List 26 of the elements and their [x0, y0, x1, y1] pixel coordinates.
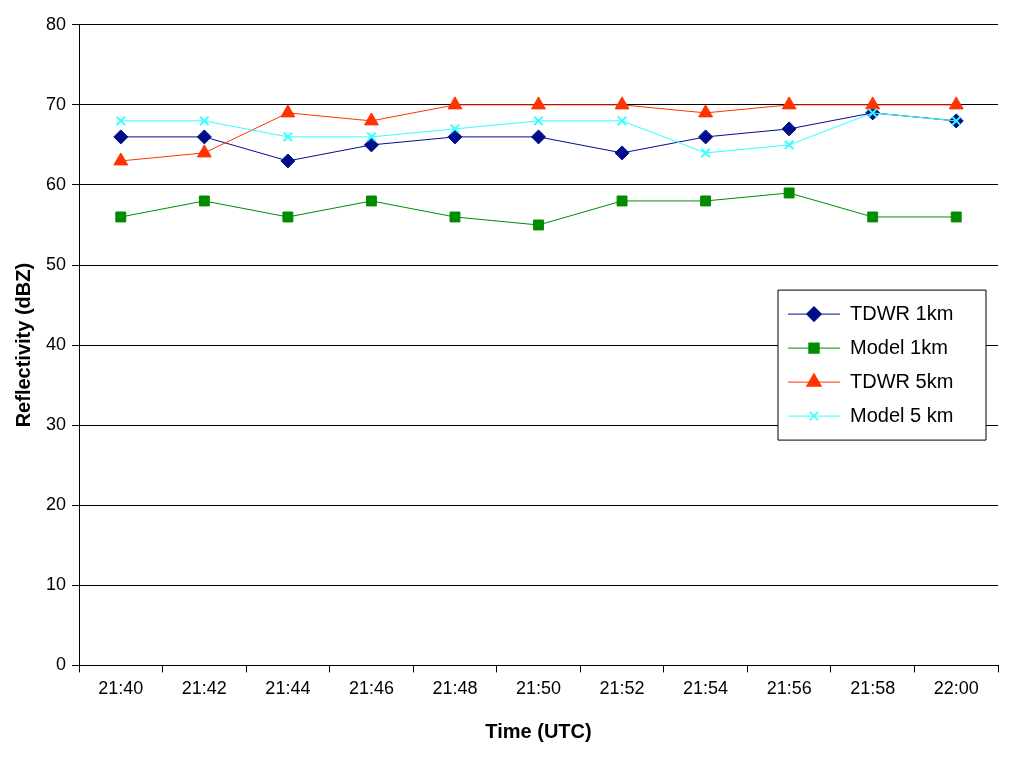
y-tick-label: 20	[45, 494, 67, 515]
legend-label: TDWR 5km	[850, 369, 954, 392]
legend-label: TDWR 1km	[850, 301, 954, 324]
y-tick-label: 70	[45, 93, 67, 114]
x-axis-title: Time (UTC)	[485, 719, 592, 742]
x-tick-label: 22:00	[933, 678, 979, 699]
legend-label: Model 5 km	[850, 403, 954, 426]
x-tick-label: 21:50	[515, 678, 562, 699]
x-tick-label: 21:48	[432, 678, 478, 699]
x-tick-label: 21:42	[181, 678, 227, 699]
x-tick-label: 21:54	[683, 678, 729, 699]
x-tick-label: 21:52	[599, 678, 645, 699]
x-tick-label: 21:46	[348, 678, 394, 699]
y-tick-label: 50	[45, 253, 67, 274]
x-tick-label: 21:44	[265, 678, 311, 699]
x-tick-label: 21:40	[98, 678, 144, 699]
y-tick-label: 60	[45, 173, 67, 194]
x-tick-label: 21:56	[766, 678, 812, 699]
y-tick-label: 80	[45, 13, 67, 34]
legend-label: Model 1km	[850, 335, 948, 358]
x-tick-label: 21:58	[850, 678, 896, 699]
y-tick-label: 0	[56, 654, 67, 675]
y-axis-title: Reflectivity (dBZ)	[11, 262, 34, 428]
y-tick-label: 30	[45, 414, 67, 435]
y-tick-label: 40	[45, 334, 67, 355]
y-tick-label: 10	[45, 574, 67, 595]
